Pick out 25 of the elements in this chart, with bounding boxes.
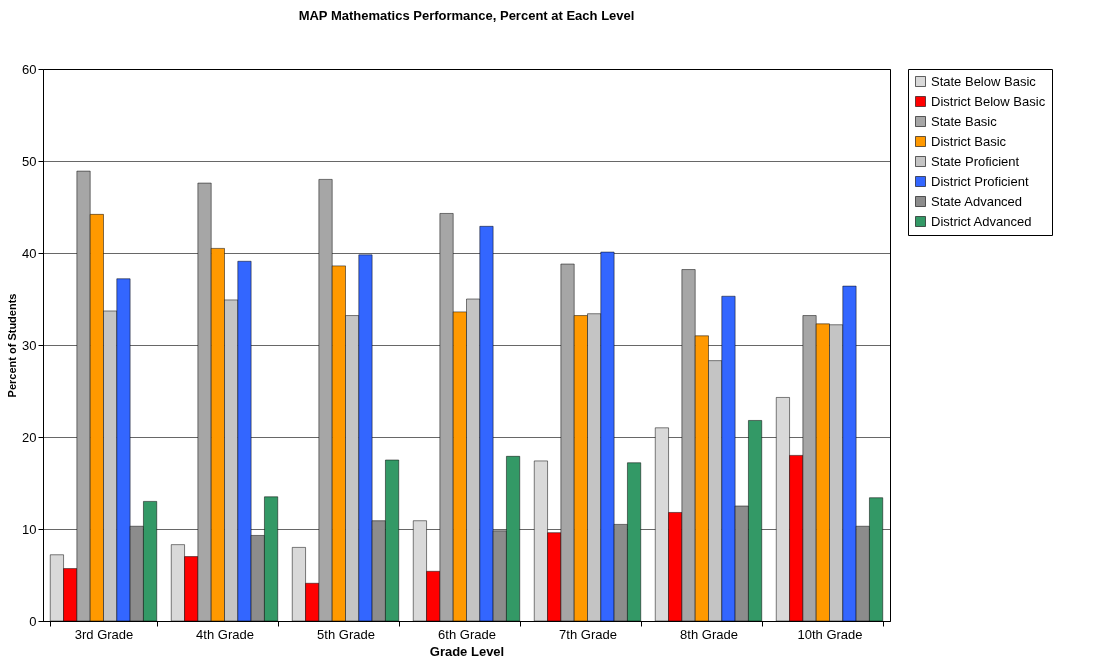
y-axis-title: Percent of Students xyxy=(6,293,19,398)
legend-label: State Basic xyxy=(931,113,998,129)
y-tick-label: 60 xyxy=(22,61,37,77)
x-tick-label: 7th Grade xyxy=(559,626,617,642)
y-tick-label: 10 xyxy=(22,521,37,537)
x-tick-label: 3rd Grade xyxy=(74,626,134,642)
x-axis-title: Grade Level xyxy=(429,643,505,659)
x-tick-label: 5th Grade xyxy=(317,626,375,642)
y-tick-label: 40 xyxy=(22,245,37,261)
legend-label: District Basic xyxy=(931,133,1007,149)
legend-label: State Below Basic xyxy=(931,73,1037,89)
legend-label: District Below Basic xyxy=(931,93,1046,109)
legend-label: District Proficient xyxy=(931,173,1029,189)
legend-label: State Advanced xyxy=(931,193,1023,209)
legend-label: State Proficient xyxy=(931,153,1020,169)
y-tick-label: 20 xyxy=(22,429,37,445)
x-tick-label: 8th Grade xyxy=(680,626,738,642)
legend-label: District Advanced xyxy=(931,213,1032,229)
x-tick-label: 6th Grade xyxy=(438,626,496,642)
y-tick-label: 50 xyxy=(22,153,37,169)
chart-title: MAP Mathematics Performance, Percent at Each Level xyxy=(298,8,635,23)
x-tick-label: 10th Grade xyxy=(797,626,863,642)
x-tick-label: 4th Grade xyxy=(196,626,254,642)
y-tick-label: 0 xyxy=(29,613,37,629)
y-tick-label: 30 xyxy=(22,337,37,353)
